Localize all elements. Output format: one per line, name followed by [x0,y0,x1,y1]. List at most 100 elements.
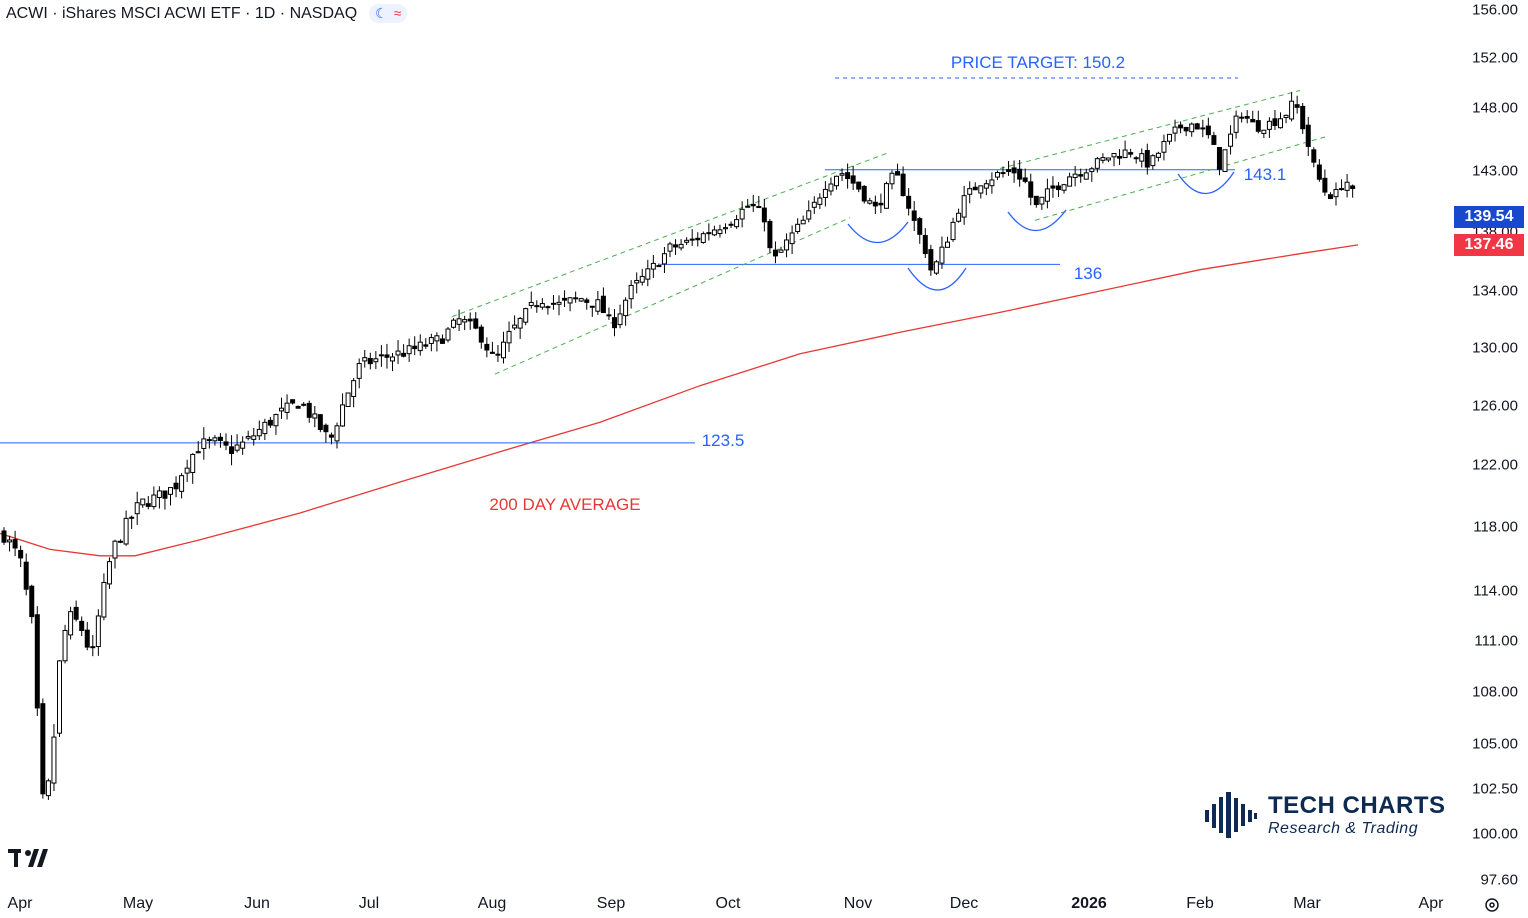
candle [1322,169,1328,196]
candle [1167,133,1172,145]
candle-body [711,229,717,236]
candles [1,92,1356,800]
candle-body [123,517,129,545]
moon-icon[interactable]: ☾ [375,5,388,21]
candle-body [545,306,551,309]
candle-body [1261,129,1267,134]
indicator-pills[interactable]: ☾ ≈ [369,4,408,23]
candle-body [173,482,179,490]
chart-title-bar: ACWI · iShares MSCI ACWI ETF · 1D · NASD… [6,4,408,23]
candle-body [223,441,229,446]
candle-body [156,490,162,498]
x-tick: Dec [949,895,979,912]
candle [428,333,434,352]
candle [584,297,590,310]
candle-body [273,414,279,427]
candle [134,491,140,525]
y-tick: 100.00 [1472,825,1518,843]
candle [778,246,784,253]
candle [623,297,629,326]
settings-icon[interactable] [1483,896,1501,914]
candle-body [656,265,662,268]
candle-body [1266,120,1272,130]
candle-body [700,233,706,243]
wave-icon[interactable]: ≈ [393,5,402,21]
candle [667,241,673,258]
candle [267,416,273,428]
candle-body [317,414,323,430]
candle [73,600,79,622]
candle-body [967,188,973,195]
candle-body [1006,169,1012,173]
y-tick: 148.00 [1472,99,1518,117]
candle-body [284,402,290,413]
candle [811,196,817,214]
candle [889,170,895,190]
candle-body [1017,168,1023,180]
candle [1078,168,1084,183]
candle-body [279,407,284,412]
candle-body [328,434,334,438]
candle-body [1089,168,1095,173]
candle-body [828,183,834,192]
candle-body [417,341,423,352]
candle-body [445,328,451,341]
channel-lines [451,90,1326,375]
x-tick-year: 2026 [1071,895,1107,912]
x-tick: Nov [843,895,873,912]
brand-name: TECH CHARTS [1268,792,1446,819]
candle-body [1011,167,1017,174]
candle [179,473,185,499]
candle-body [922,235,928,255]
candle-body [1128,152,1134,155]
candle-body [573,297,579,300]
candle [900,166,906,197]
candle-body [290,399,296,404]
candle-body [84,629,90,648]
candle-body [301,403,307,406]
candle-body [345,392,351,408]
candle-body [756,206,762,209]
candle-body [1105,157,1111,161]
level-lines [0,77,1238,444]
candle-body [1183,126,1189,132]
candle-body [562,297,568,301]
candle-body [129,516,135,519]
candle [1033,195,1039,208]
candle-body [23,561,29,590]
candle-body [567,297,573,304]
candle [828,177,834,196]
x-tick: May [122,895,154,912]
candle [118,539,124,544]
candle [856,181,862,193]
candle [967,181,973,204]
candle-body [40,703,46,795]
pattern-arcs [847,171,1235,291]
y-tick: 156.00 [1472,1,1518,19]
tradingview-logo-icon[interactable] [6,845,50,871]
brand-tagline: Research & Trading [1268,820,1419,837]
candle [706,223,712,241]
candle-body [789,232,795,245]
candle-body [928,249,934,271]
candle-body [234,444,240,451]
candle [323,423,329,443]
candle-body [589,305,595,308]
candle [84,621,90,651]
candle [939,236,945,269]
candle-body [195,451,201,454]
candle [989,172,995,194]
candle-body [151,494,157,508]
candle [517,316,523,339]
candle-body [95,615,101,648]
candle-body [728,223,734,226]
candle-body [73,606,79,620]
candle [273,413,279,435]
candle [1122,140,1128,159]
candle [723,223,728,234]
candle [90,635,96,657]
candle-body [495,353,501,356]
candle [745,198,751,208]
candle [223,433,229,451]
